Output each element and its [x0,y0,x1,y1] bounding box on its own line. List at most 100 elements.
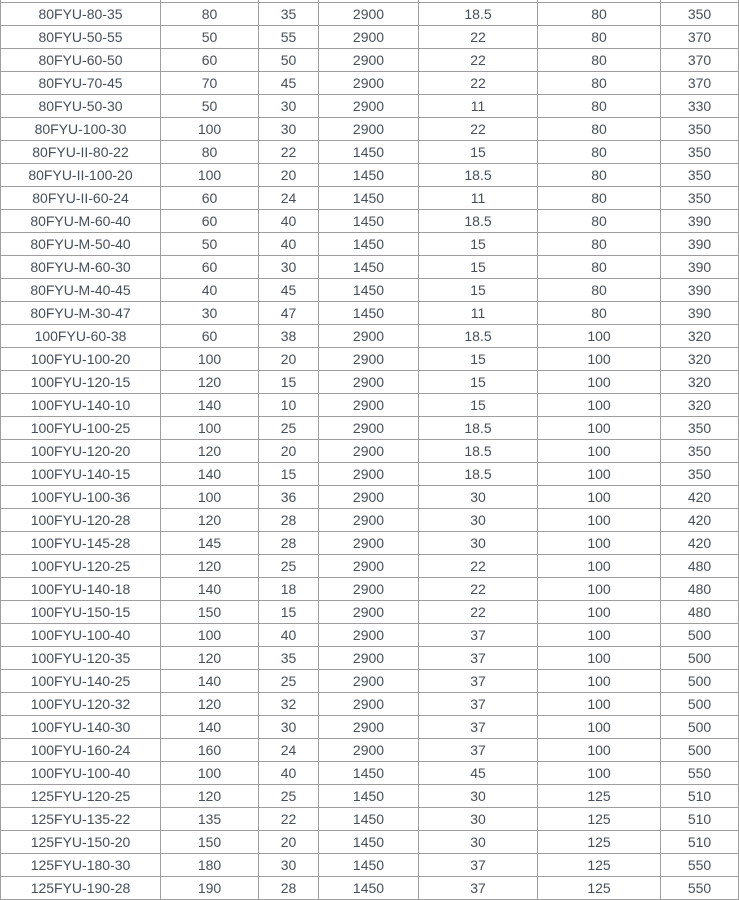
cell-model: 80FYU-M-60-30 [0,255,161,279]
cell-flow: 180 [160,853,259,877]
cell-size: 370 [660,25,739,49]
cell-diameter: 80 [537,2,661,26]
cell-diameter: 100 [537,416,661,440]
cell-diameter: 100 [537,439,661,463]
cell-flow: 80 [160,2,259,26]
cell-power: 37 [418,669,538,693]
cell-flow: 50 [160,232,259,256]
cell-speed: 2900 [318,600,419,624]
table-row: 80FYU-M-60-30 60 30 1450 15 80 390 [0,255,739,279]
cell-flow: 100 [160,485,259,509]
cell-speed: 1450 [318,232,419,256]
cell-power: 30 [418,508,538,532]
cell-head: 25 [258,554,319,578]
cell-flow: 140 [160,669,259,693]
table-row: 100FYU-120-20 120 20 2900 18.5 100 350 [0,439,739,463]
cell-head: 25 [258,784,319,808]
cell-diameter: 100 [537,761,661,785]
cell-head: 22 [258,807,319,831]
cell-speed: 2900 [318,669,419,693]
cell-size: 350 [660,186,739,210]
cell-flow: 120 [160,439,259,463]
table-row: 100FYU-120-25 120 25 2900 22 100 480 [0,554,739,578]
cell-size: 320 [660,393,739,417]
cell-flow: 145 [160,531,259,555]
cell-speed: 2900 [318,370,419,394]
table-row: 80FYU-M-60-40 60 40 1450 18.5 80 390 [0,209,739,233]
cell-model: 125FYU-135-22 [0,807,161,831]
cell-size: 420 [660,508,739,532]
table-row: 125FYU-190-28 190 28 1450 37 125 550 [0,876,739,900]
cell-head: 40 [258,761,319,785]
cell-size: 350 [660,2,739,26]
cell-model: 80FYU-60-50 [0,48,161,72]
cell-speed: 2900 [318,48,419,72]
cell-head: 45 [258,278,319,302]
table-row: 100FYU-150-15 150 15 2900 22 100 480 [0,600,739,624]
cell-head: 30 [258,715,319,739]
cell-power: 11 [418,301,538,325]
cell-model: 100FYU-140-15 [0,462,161,486]
cell-power: 37 [418,646,538,670]
cell-diameter: 100 [537,370,661,394]
cell-head: 15 [258,600,319,624]
cell-model: 100FYU-120-15 [0,370,161,394]
table-row: 100FYU-140-15 140 15 2900 18.5 100 350 [0,462,739,486]
cell-diameter: 100 [537,485,661,509]
cell-power: 11 [418,94,538,118]
cell-size: 350 [660,439,739,463]
table-row: 80FYU-M-30-47 30 47 1450 11 80 390 [0,301,739,325]
cell-speed: 2900 [318,577,419,601]
cell-model: 80FYU-II-60-24 [0,186,161,210]
cell-flow: 30 [160,301,259,325]
cell-speed: 1450 [318,830,419,854]
cell-flow: 190 [160,876,259,900]
cell-power: 22 [418,117,538,141]
cell-flow: 60 [160,186,259,210]
cell-flow: 40 [160,278,259,302]
cell-diameter: 125 [537,784,661,808]
cell-diameter: 125 [537,830,661,854]
cell-power: 18.5 [418,209,538,233]
cell-model: 100FYU-145-28 [0,531,161,555]
cell-head: 47 [258,301,319,325]
cell-diameter: 100 [537,600,661,624]
cell-power: 15 [418,370,538,394]
table-row: 100FYU-100-20 100 20 2900 15 100 320 [0,347,739,371]
table-row: 100FYU-100-40 100 40 1450 45 100 550 [0,761,739,785]
cell-speed: 1450 [318,301,419,325]
cell-speed: 2900 [318,71,419,95]
cell-head: 28 [258,876,319,900]
cell-flow: 120 [160,646,259,670]
cell-head: 30 [258,94,319,118]
cell-flow: 140 [160,393,259,417]
cell-size: 350 [660,140,739,164]
cell-head: 24 [258,186,319,210]
cell-diameter: 80 [537,278,661,302]
cell-speed: 2900 [318,94,419,118]
cell-power: 37 [418,876,538,900]
table-row: 100FYU-120-15 120 15 2900 15 100 320 [0,370,739,394]
cell-speed: 2900 [318,416,419,440]
cell-speed: 1450 [318,784,419,808]
cell-diameter: 80 [537,140,661,164]
cell-flow: 60 [160,255,259,279]
cell-flow: 120 [160,508,259,532]
cell-diameter: 80 [537,232,661,256]
cell-flow: 50 [160,25,259,49]
cell-model: 80FYU-M-50-40 [0,232,161,256]
cell-model: 100FYU-140-18 [0,577,161,601]
cell-diameter: 100 [537,715,661,739]
cell-diameter: 100 [537,508,661,532]
cell-speed: 1450 [318,186,419,210]
cell-diameter: 80 [537,301,661,325]
cell-head: 20 [258,830,319,854]
table-row: 100FYU-100-40 100 40 2900 37 100 500 [0,623,739,647]
cell-size: 390 [660,301,739,325]
cell-head: 28 [258,531,319,555]
cell-power: 37 [418,715,538,739]
cell-model: 100FYU-100-40 [0,761,161,785]
table-row: 80FYU-50-30 50 30 2900 11 80 330 [0,94,739,118]
cell-size: 510 [660,807,739,831]
cell-diameter: 80 [537,71,661,95]
